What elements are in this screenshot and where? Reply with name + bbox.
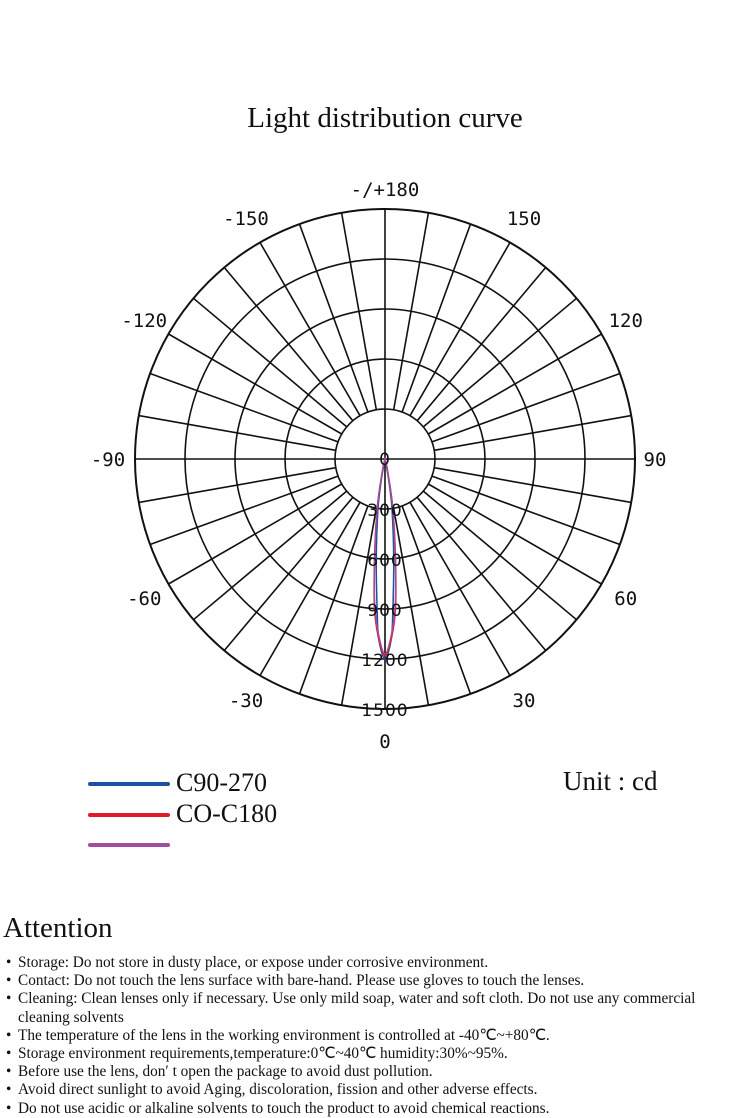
grid-spoke bbox=[340, 508, 378, 706]
grid-spoke bbox=[409, 501, 511, 676]
grid-spoke bbox=[409, 242, 511, 417]
legend-swatch bbox=[88, 843, 170, 847]
grid-spoke bbox=[192, 490, 348, 621]
radial-tick-label: 300 bbox=[367, 501, 402, 521]
attention-list: • Storage: Do not store in dusty place, o… bbox=[4, 954, 750, 1118]
grid-spoke bbox=[298, 223, 369, 413]
grid-spoke bbox=[138, 414, 336, 452]
attention-item: • Storage environment requirements,temper… bbox=[4, 1045, 750, 1063]
grid-spoke bbox=[422, 297, 578, 428]
attention-text: Do not use acidic or alkaline solvents t… bbox=[18, 1099, 550, 1117]
grid-spoke bbox=[401, 223, 472, 413]
chart-title: Light distribution curve bbox=[247, 102, 523, 134]
grid-spoke bbox=[223, 266, 354, 422]
unit-label: Unit : cd bbox=[563, 766, 658, 796]
polar-chart: 0 300 600 900 1200 1500 0 30 60 90 120 150 -/+180 -15… bbox=[91, 179, 667, 753]
grid-spoke bbox=[149, 475, 339, 546]
angle-label: 30 bbox=[513, 690, 536, 712]
grid-spoke bbox=[401, 505, 472, 695]
grid-spoke bbox=[427, 483, 602, 585]
grid-spoke bbox=[223, 496, 354, 652]
grid-spoke bbox=[392, 212, 430, 410]
attention-text: Storage: Do not store in dusty place, or… bbox=[18, 954, 489, 971]
bullet-icon: • bbox=[6, 990, 12, 1008]
angle-label: 120 bbox=[609, 310, 643, 332]
bullet-icon: • bbox=[6, 1063, 12, 1081]
attention-text: Contact: Do not touch the lens surface w… bbox=[18, 972, 585, 990]
angle-label: -/+180 bbox=[351, 179, 420, 201]
attention-item: • Do not use acidic or alkaline solvents … bbox=[4, 1100, 750, 1118]
attention-item: • Storage: Do not store in dusty place, o… bbox=[4, 954, 750, 972]
grid-spoke bbox=[298, 505, 369, 695]
bullet-icon: • bbox=[6, 1026, 12, 1044]
grid-spoke bbox=[168, 333, 343, 435]
attention-text: Storage environment requirements,tempera… bbox=[18, 1045, 508, 1063]
bullet-icon: • bbox=[6, 954, 12, 971]
grid-spoke bbox=[431, 475, 621, 546]
legend-label: CO-C180 bbox=[176, 799, 278, 828]
angle-label: -120 bbox=[121, 310, 167, 332]
angle-label: 90 bbox=[644, 449, 667, 471]
grid-spoke bbox=[149, 372, 339, 443]
grid-spoke bbox=[416, 266, 547, 422]
attention-text: Cleaning: Clean lenses only if necessary… bbox=[18, 990, 696, 1026]
radial-tick-label: 1500 bbox=[361, 701, 408, 721]
radial-tick-label: 0 bbox=[379, 450, 391, 470]
attention-item: • Before use the lens, don′ t open the pa… bbox=[4, 1063, 750, 1081]
attention-text: Avoid direct sunlight to avoid Aging, di… bbox=[18, 1081, 538, 1099]
grid-spoke bbox=[340, 212, 378, 410]
grid-spoke bbox=[434, 414, 632, 452]
grid-spoke bbox=[192, 297, 348, 428]
angle-label: 150 bbox=[507, 208, 541, 230]
grid-spoke bbox=[416, 496, 547, 652]
grid-spoke bbox=[434, 466, 632, 504]
attention-text: The temperature of the lens in the worki… bbox=[18, 1026, 550, 1044]
grid-spoke bbox=[392, 508, 430, 706]
attention-heading: Attention bbox=[3, 912, 113, 944]
attention-item: • Cleaning: Clean lenses only if necessar… bbox=[4, 990, 750, 1026]
grid-spoke bbox=[259, 501, 361, 676]
attention-item: • The temperature of the lens in the work… bbox=[4, 1027, 750, 1045]
angle-label: 60 bbox=[614, 588, 637, 610]
attention-item: • Contact: Do not touch the lens surface … bbox=[4, 972, 750, 990]
radial-tick-label: 900 bbox=[367, 601, 402, 621]
bullet-icon: • bbox=[6, 972, 12, 990]
grid-spoke bbox=[422, 490, 578, 621]
radial-tick-label: 1200 bbox=[361, 651, 408, 671]
bullet-icon: • bbox=[6, 1045, 12, 1063]
angle-label: 0 bbox=[379, 731, 390, 753]
grid-spoke bbox=[259, 242, 361, 417]
grid-spoke bbox=[427, 333, 602, 435]
series-curve-series-2 bbox=[373, 457, 397, 655]
radial-tick-label: 600 bbox=[367, 551, 402, 571]
grid-spoke bbox=[431, 372, 621, 443]
bullet-icon: • bbox=[6, 1099, 12, 1117]
legend-label: C90-270 bbox=[176, 768, 267, 797]
grid-spoke bbox=[168, 483, 343, 585]
legend-swatch bbox=[88, 813, 170, 817]
legend-swatch bbox=[88, 782, 170, 786]
bullet-icon: • bbox=[6, 1081, 12, 1099]
angle-label: -60 bbox=[127, 588, 161, 610]
angle-label: -90 bbox=[91, 449, 125, 471]
attention-text: Before use the lens, don′ t open the pac… bbox=[18, 1063, 433, 1081]
angle-label: -30 bbox=[229, 690, 263, 712]
angle-label: -150 bbox=[223, 208, 269, 230]
attention-item: • Avoid direct sunlight to avoid Aging, d… bbox=[4, 1081, 750, 1099]
grid-spoke bbox=[138, 466, 336, 504]
